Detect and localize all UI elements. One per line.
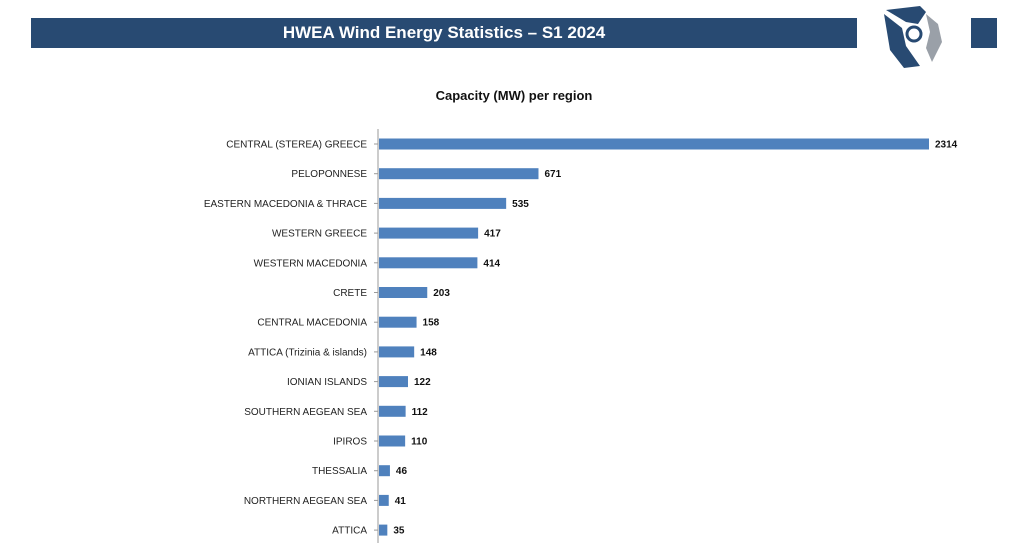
bar bbox=[379, 168, 539, 180]
bar bbox=[379, 405, 406, 417]
data-label: 671 bbox=[544, 169, 561, 180]
bar bbox=[379, 227, 479, 239]
category-label: ATTICA bbox=[332, 526, 367, 537]
category-label: THESSALIA bbox=[312, 466, 367, 477]
bar bbox=[379, 494, 389, 506]
category-label: CENTRAL (STEREA) GREECE bbox=[226, 140, 367, 151]
header-accent-square bbox=[971, 18, 997, 48]
category-label: IPIROS bbox=[333, 437, 367, 448]
bar bbox=[379, 524, 388, 536]
bar bbox=[379, 435, 406, 447]
data-label: 110 bbox=[411, 437, 428, 448]
data-label: 414 bbox=[483, 258, 500, 269]
category-label: WESTERN MACEDONIA bbox=[254, 258, 368, 269]
category-label: SOUTHERN AEGEAN SEA bbox=[244, 407, 367, 418]
data-label: 417 bbox=[484, 229, 501, 240]
category-label: NORTHERN AEGEAN SEA bbox=[244, 496, 368, 507]
data-label: 46 bbox=[396, 466, 408, 477]
category-label: ATTICA (Trizinia & islands) bbox=[248, 347, 367, 358]
bar bbox=[379, 346, 415, 358]
bar bbox=[379, 316, 417, 328]
category-label: WESTERN GREECE bbox=[272, 229, 367, 240]
bar bbox=[379, 287, 428, 298]
header-bar: HWEA Wind Energy Statistics – S1 2024 bbox=[31, 18, 857, 48]
data-label: 148 bbox=[420, 347, 437, 358]
data-label: 158 bbox=[423, 318, 440, 329]
data-label: 122 bbox=[414, 377, 431, 388]
category-label: CRETE bbox=[333, 288, 367, 299]
data-label: 535 bbox=[512, 199, 529, 210]
data-label: 2314 bbox=[935, 140, 958, 151]
wind-turbine-logo-icon bbox=[884, 6, 942, 68]
data-label: 112 bbox=[412, 407, 429, 418]
data-label: 41 bbox=[395, 496, 407, 507]
bar bbox=[379, 465, 390, 477]
bar bbox=[379, 376, 408, 388]
page-title: HWEA Wind Energy Statistics – S1 2024 bbox=[282, 23, 606, 42]
category-label: EASTERN MACEDONIA & THRACE bbox=[204, 199, 368, 210]
bar bbox=[379, 197, 507, 209]
bar-chart: CENTRAL (STEREA) GREECE 2314 PELOPONNESE 67… bbox=[204, 129, 958, 543]
category-label: CENTRAL MACEDONIA bbox=[257, 318, 367, 329]
category-label: PELOPONNESE bbox=[291, 169, 367, 180]
chart-title: Capacity (MW) per region bbox=[435, 88, 593, 103]
data-label: 35 bbox=[393, 526, 405, 537]
data-label: 203 bbox=[433, 288, 450, 299]
bar bbox=[379, 257, 478, 269]
bar bbox=[379, 138, 929, 150]
category-label: IONIAN ISLANDS bbox=[287, 377, 367, 388]
